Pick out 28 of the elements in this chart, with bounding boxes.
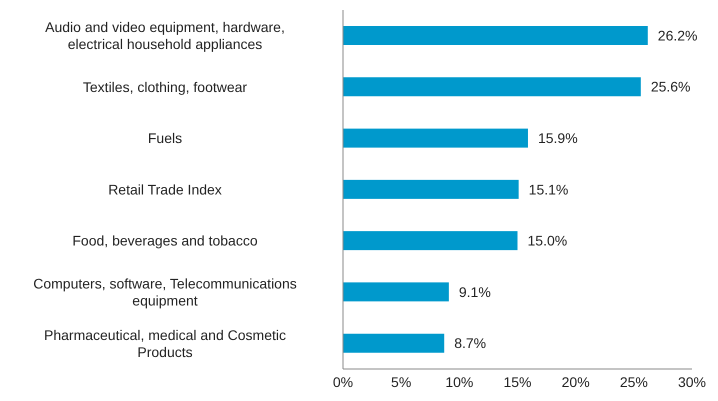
x-tick-label: 25%	[620, 374, 648, 390]
bar	[343, 180, 519, 199]
x-tick-label: 5%	[391, 374, 412, 390]
bar	[343, 26, 648, 45]
x-tick-label: 30%	[678, 374, 706, 390]
bar	[343, 282, 449, 302]
data-label: 15.9%	[538, 130, 578, 146]
bar	[343, 128, 528, 148]
y-tick-label: Textiles, clothing, footwear	[82, 78, 248, 95]
data-label: 26.2%	[658, 27, 698, 44]
bar	[343, 77, 641, 96]
data-label: 15.1%	[528, 181, 568, 198]
x-tick-label: 10%	[445, 374, 474, 390]
bar	[343, 334, 444, 353]
y-tick-label: Audio and video equipment, hardware, electrical household appliances	[45, 19, 285, 52]
x-tick-label: 20%	[562, 374, 590, 390]
x-tick-label: 15%	[503, 374, 532, 390]
y-tick-label: Retail Trade Index	[108, 181, 222, 198]
y-tick-label: Pharmaceutical, medical and Cosmetic Products	[44, 326, 286, 360]
x-tick-label: 0%	[332, 374, 354, 390]
bar	[343, 231, 518, 250]
y-tick-label: Food, beverages and tobacco	[72, 232, 258, 249]
data-label: 8.7%	[454, 335, 486, 352]
data-label: 25.6%	[650, 78, 691, 95]
y-tick-label: Computers, software, Telecommunications equipment	[33, 275, 297, 308]
data-label: 9.1%	[458, 284, 491, 300]
y-tick-label: Fuels	[148, 130, 182, 146]
data-label: 15.0%	[528, 232, 568, 249]
